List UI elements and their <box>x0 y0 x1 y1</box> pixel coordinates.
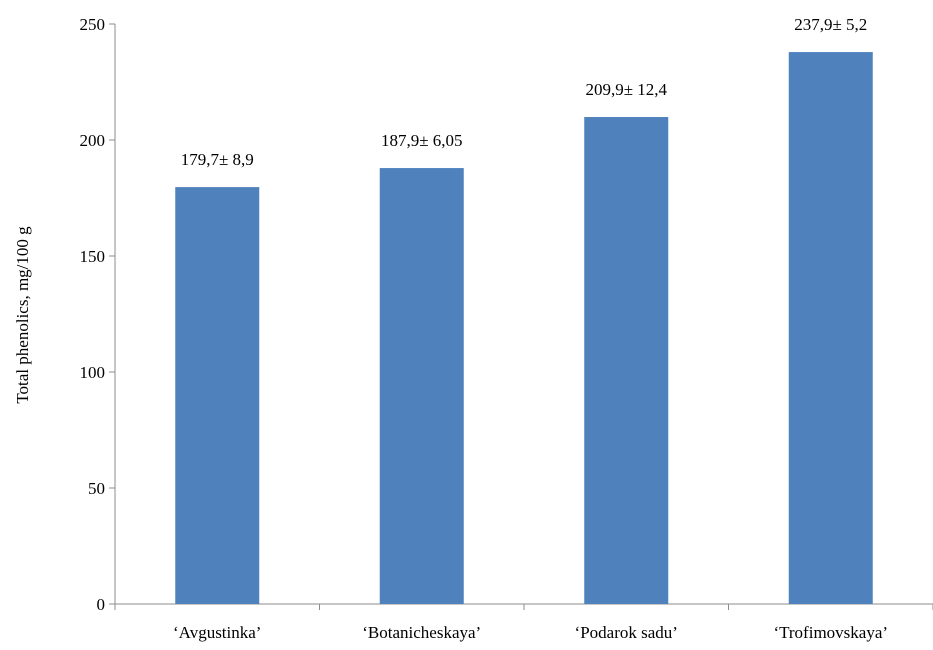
data-label: 187,9± 6,05 <box>381 131 463 150</box>
y-tick-label: 50 <box>88 479 105 498</box>
category-label: ‘Podarok sadu’ <box>575 623 678 642</box>
bar <box>584 117 669 605</box>
y-tick-label: 150 <box>80 247 106 266</box>
category-label: ‘Avgustinka’ <box>173 623 261 642</box>
y-tick-label: 200 <box>80 131 106 150</box>
bars-group <box>175 52 873 605</box>
data-label: 237,9± 5,2 <box>794 15 867 34</box>
bar <box>175 187 260 604</box>
y-axis-title: Total phenolics, mg/100 g <box>13 226 32 404</box>
y-tick-label: 0 <box>97 595 106 614</box>
y-tick-label: 100 <box>80 363 106 382</box>
bar <box>788 52 873 604</box>
data-labels-group: 179,7± 8,9 187,9± 6,05 209,9± 12,4 237,9± 5… <box>181 15 868 169</box>
y-tick-label: 250 <box>80 15 106 34</box>
category-label: ‘Botanicheskaya’ <box>362 623 481 642</box>
bar <box>379 168 464 604</box>
data-label: 209,9± 12,4 <box>585 80 667 99</box>
data-label: 179,7± 8,9 <box>181 150 254 169</box>
category-labels-group: ‘Avgustinka’ ‘Botanicheskaya’ ‘Podarok sad… <box>173 623 888 642</box>
category-label: ‘Trofimovskaya’ <box>773 623 888 642</box>
y-axis: 0 50 100 150 200 250 <box>80 15 116 614</box>
x-axis <box>114 603 933 610</box>
